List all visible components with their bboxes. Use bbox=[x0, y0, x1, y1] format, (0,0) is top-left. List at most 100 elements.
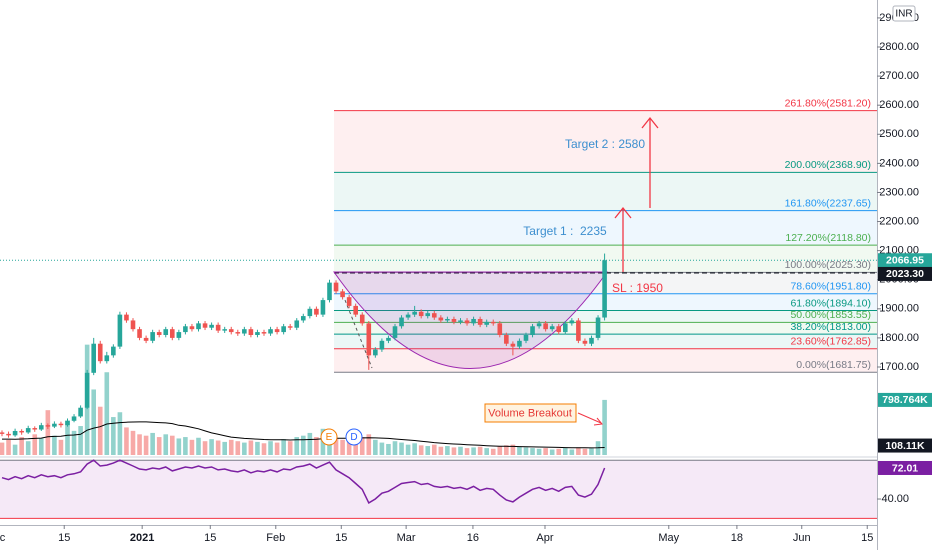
candle-body bbox=[65, 420, 70, 426]
candle-body bbox=[294, 320, 300, 328]
volume-bar bbox=[287, 441, 293, 455]
volume-bar bbox=[169, 435, 175, 455]
volume-bar bbox=[346, 441, 352, 455]
volume-bar bbox=[392, 441, 398, 455]
fib-label: 23.60%(1762.85) bbox=[790, 335, 871, 347]
volume-bar bbox=[562, 448, 568, 455]
fib-band bbox=[334, 322, 877, 335]
candle-body bbox=[504, 334, 509, 344]
fib-label: 0.00%(1681.75) bbox=[796, 359, 871, 371]
rsi-label-box bbox=[878, 460, 932, 475]
volume-bar bbox=[261, 443, 267, 455]
candle-body bbox=[78, 407, 83, 417]
candle-body bbox=[523, 334, 529, 341]
x-tick-label: 15 bbox=[861, 532, 873, 544]
volume-bar bbox=[242, 442, 247, 455]
candle-body bbox=[425, 313, 431, 317]
candle-body bbox=[399, 317, 404, 327]
candle-body bbox=[484, 321, 489, 325]
volume-bar bbox=[490, 448, 496, 455]
y-tick-label: 2600.00 bbox=[879, 99, 919, 111]
volume-bar bbox=[451, 447, 457, 455]
candle-body bbox=[320, 300, 326, 315]
volume-bar bbox=[143, 435, 149, 455]
y-tick-label: 1700.00 bbox=[879, 361, 919, 373]
candle-body bbox=[497, 323, 503, 335]
volume-breakout-box bbox=[484, 403, 577, 423]
candle-body bbox=[445, 318, 450, 321]
target-1-label: Target 1 : 2235 bbox=[523, 224, 607, 238]
arrow-head bbox=[641, 116, 659, 129]
volume-bar bbox=[359, 437, 365, 455]
currency-label: INR bbox=[895, 9, 912, 20]
volume-bar bbox=[38, 438, 44, 455]
candle-body bbox=[235, 332, 241, 334]
fib-band bbox=[334, 334, 877, 349]
candle-body bbox=[189, 326, 195, 330]
volume-bar bbox=[150, 432, 155, 455]
x-tick-label: Dec bbox=[0, 532, 6, 544]
x-tick-label: 18 bbox=[731, 532, 743, 544]
candle-body bbox=[314, 308, 319, 315]
candle-body bbox=[169, 329, 175, 338]
target-2-label: Target 2 : 2580 bbox=[565, 137, 645, 151]
x-tick-label: 2021 bbox=[130, 532, 154, 544]
candle-body bbox=[353, 305, 358, 315]
stop-loss-label: SL : 1950 bbox=[612, 281, 663, 295]
dividend-marker[interactable] bbox=[345, 428, 363, 446]
candle-body bbox=[464, 320, 470, 324]
volume-bar bbox=[281, 439, 286, 455]
earnings-marker-label: E bbox=[326, 432, 333, 443]
volume-bar bbox=[484, 448, 489, 455]
candle-body bbox=[471, 318, 476, 324]
volume-bar bbox=[353, 438, 358, 455]
rsi-band bbox=[0, 460, 877, 519]
candle-body bbox=[117, 314, 123, 347]
x-tick-label: May bbox=[658, 532, 679, 544]
candle-body bbox=[32, 428, 38, 430]
candle-body bbox=[451, 318, 457, 322]
volume-bar bbox=[6, 439, 11, 455]
candle-body bbox=[71, 416, 77, 421]
y-tick-label: 2200.00 bbox=[879, 215, 919, 227]
candle-body bbox=[556, 326, 562, 333]
fib-label: 78.60%(1951.80) bbox=[790, 281, 871, 293]
fib-label: 100.00%(2025.30) bbox=[785, 259, 871, 271]
volume-label: 798.764K bbox=[882, 394, 928, 406]
candle-body bbox=[0, 432, 5, 434]
arrow-head bbox=[614, 206, 632, 219]
volume-bar bbox=[235, 441, 241, 455]
volume-bar bbox=[65, 420, 70, 455]
candle-body bbox=[582, 340, 588, 344]
candle-body bbox=[150, 332, 155, 341]
y-tick-label: 1800.00 bbox=[879, 332, 919, 344]
candle-body bbox=[255, 332, 260, 335]
candle-body bbox=[281, 326, 286, 333]
candle-body bbox=[25, 428, 31, 433]
x-tick-label: 15 bbox=[335, 532, 347, 544]
candle-body bbox=[137, 329, 142, 338]
candle-body bbox=[549, 326, 555, 330]
fib-layer: 261.80%(2581.20) 200.00%(2368.90) 161.80%(… bbox=[0, 97, 877, 373]
candle-body bbox=[183, 326, 188, 333]
y-tick-label: 1900.00 bbox=[879, 303, 919, 315]
volume-bar bbox=[111, 417, 116, 455]
volume-bar bbox=[196, 437, 201, 455]
volume-bar bbox=[294, 437, 300, 455]
fib-label: 61.80%(1894.10) bbox=[790, 297, 871, 309]
volume-bar bbox=[307, 432, 313, 455]
candle-body bbox=[52, 423, 57, 427]
candle-body bbox=[438, 317, 444, 321]
candle-body bbox=[163, 329, 169, 335]
rsi-label: 72.01 bbox=[892, 462, 918, 474]
volume-bar bbox=[431, 444, 437, 455]
candle-body bbox=[130, 320, 136, 330]
y-tick-label: 2500.00 bbox=[879, 128, 919, 140]
candle-body bbox=[307, 308, 313, 317]
candle-body bbox=[209, 324, 214, 328]
volume-bar bbox=[340, 439, 345, 455]
earnings-marker[interactable] bbox=[320, 428, 338, 446]
volume-bar bbox=[386, 443, 391, 455]
volume-bar bbox=[268, 441, 273, 455]
